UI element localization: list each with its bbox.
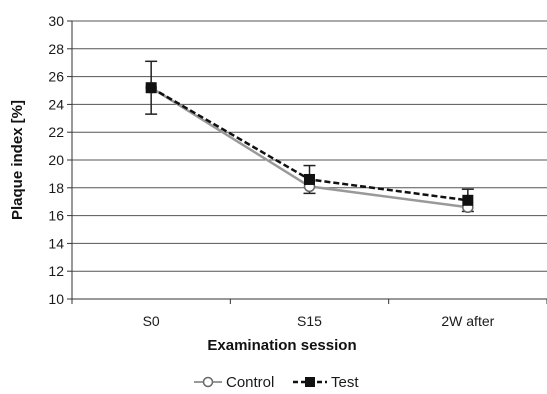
legend-item-control: Control [194,374,274,391]
y-tick-label-18: 18 [48,180,64,196]
y-tick-label-20: 20 [48,152,64,168]
legend-test-label: Test [331,374,359,391]
axes [67,20,547,304]
y-tick-label-12: 12 [48,263,64,279]
y-tick-label-26: 26 [48,69,64,85]
y-tick-label-22: 22 [48,124,64,140]
y-tick-label-10: 10 [48,291,64,307]
legend-item-test: Test [293,374,359,391]
y-tick-label-24: 24 [48,96,64,112]
test-point-2 [462,194,474,206]
test-point-0 [145,82,157,94]
y-tick-label-14: 14 [48,235,64,251]
y-tick-label-28: 28 [48,41,64,57]
y-tick-label-30: 30 [48,13,64,29]
y-tick-labels: 10 12 14 16 18 20 22 24 26 28 30 [48,13,64,307]
legend-test-marker-icon [305,377,315,387]
grid-lines [72,20,547,272]
legend-control-marker-icon [202,376,214,388]
legend: Control Test [194,374,359,391]
x-tick-label-0: S0 [143,313,160,329]
series-layer [145,60,474,214]
x-axis-title: Examination session [207,337,356,354]
x-tick-label-2: 2W after [441,313,494,329]
x-tick-labels: S0 S15 2W after [143,313,495,329]
legend-control-label: Control [226,374,274,391]
y-axis-title: Plaque index [%] [9,100,26,220]
y-tick-label-16: 16 [48,208,64,224]
x-tick-label-1: S15 [297,313,322,329]
test-point-1 [304,173,315,185]
